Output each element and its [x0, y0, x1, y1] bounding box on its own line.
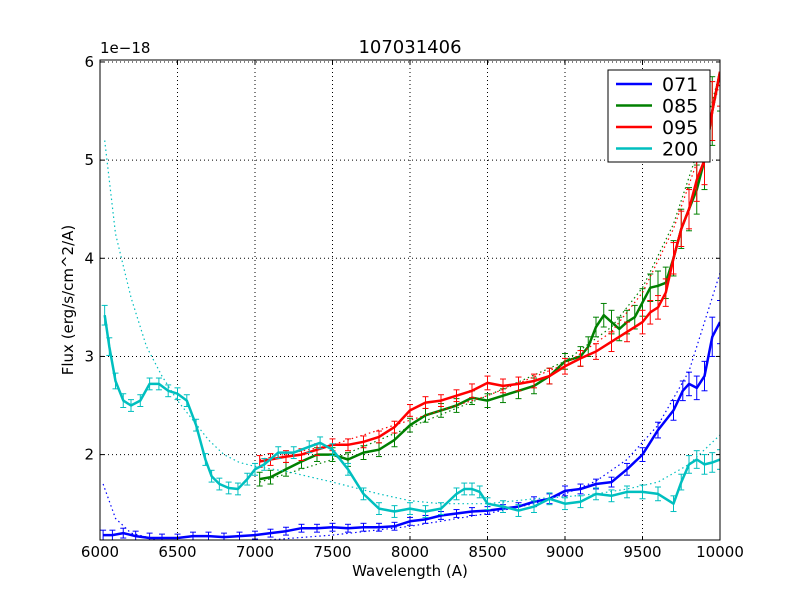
x-tick-label: 8000 — [391, 543, 429, 561]
fit-curve-095 — [259, 81, 720, 461]
plot-area — [100, 60, 720, 540]
legend-label-095: 095 — [662, 117, 698, 139]
x-tick-label: 9000 — [546, 543, 584, 561]
series-line-200 — [103, 315, 720, 513]
legend-label-085: 085 — [662, 96, 698, 118]
x-tick-label: 10000 — [696, 543, 744, 561]
chart-title: 107031406 — [358, 37, 461, 58]
x-axis-label: Wavelength (A) — [352, 562, 468, 580]
ticks: 6000 6500 7000 7500 8000 8500 9000 9500 10000 2 3 4… — [81, 53, 744, 561]
y-tick-label: 3 — [84, 347, 94, 365]
y-tick-label: 6 — [84, 53, 94, 71]
series-line-071 — [103, 321, 720, 540]
fit-curve-085 — [259, 71, 720, 483]
fit-curve-071 — [102, 272, 720, 540]
x-tick-label: 6000 — [81, 543, 119, 561]
series-200 — [101, 140, 720, 518]
legend-label-200: 200 — [662, 139, 698, 161]
x-tick-label: 7000 — [236, 543, 274, 561]
y-axis-label: Flux (erg/s/cm^2/A) — [59, 225, 77, 376]
y-tick-label: 4 — [84, 249, 94, 267]
legend-box — [607, 69, 711, 163]
y-tick-label: 2 — [84, 446, 94, 464]
x-tick-label: 7500 — [313, 543, 351, 561]
x-tick-label: 6500 — [158, 543, 196, 561]
y-tick-label: 5 — [84, 151, 94, 169]
y-offset-text: 1e−18 — [100, 39, 150, 57]
legend-label-071: 071 — [662, 74, 698, 96]
fit-curve-200 — [104, 140, 720, 505]
series-071 — [100, 272, 720, 540]
x-tick-label: 8500 — [468, 543, 506, 561]
series-line-095 — [259, 71, 720, 463]
x-tick-label: 9500 — [623, 543, 661, 561]
